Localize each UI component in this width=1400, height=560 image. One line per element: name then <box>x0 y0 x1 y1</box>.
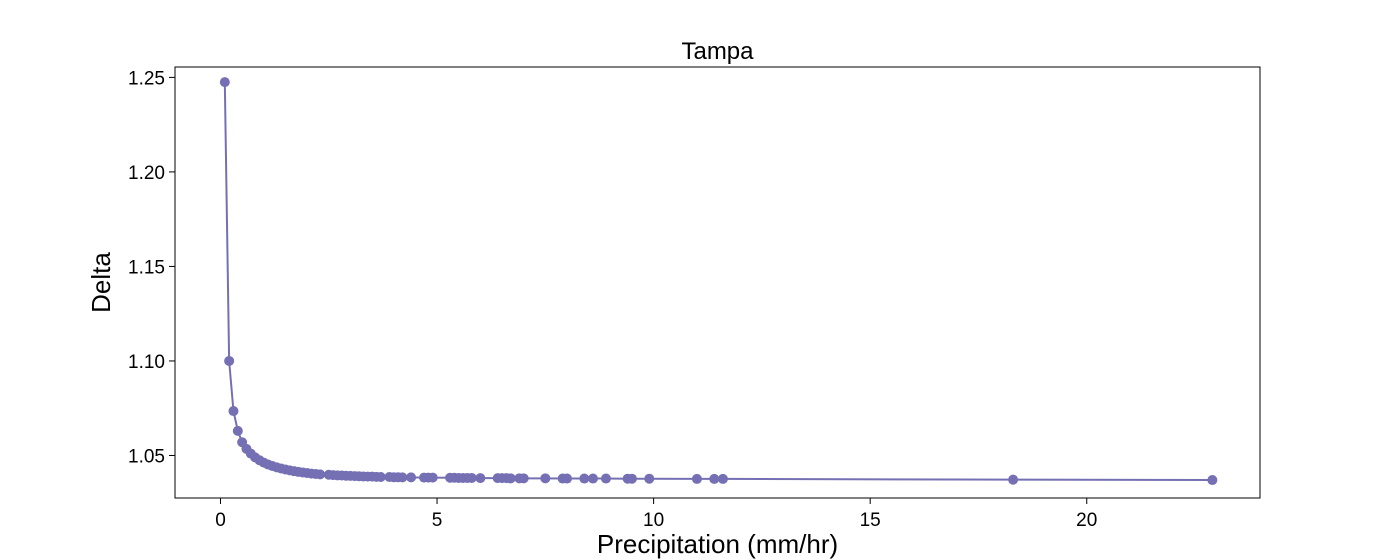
data-point <box>1207 475 1218 486</box>
data-point <box>219 77 230 88</box>
x-tick-label: 20 <box>1076 510 1097 531</box>
y-axis: 1.05 1.10 1.15 1.20 1.25 <box>128 68 175 467</box>
data-point <box>466 472 477 483</box>
data-point <box>228 406 239 417</box>
series-layer <box>219 77 1218 486</box>
data-point <box>232 425 243 436</box>
y-axis-title: Delta <box>86 252 116 313</box>
data-point <box>427 472 438 483</box>
x-tick-label: 15 <box>860 510 881 531</box>
x-tick-label: 5 <box>432 510 443 531</box>
data-point <box>717 473 728 484</box>
y-tick-label: 1.25 <box>128 68 165 89</box>
x-tick-label: 10 <box>643 510 664 531</box>
data-point <box>505 473 516 484</box>
plot-frame <box>174 66 1261 499</box>
data-point <box>691 473 702 484</box>
x-axis: 0 5 10 15 20 <box>215 498 1097 531</box>
data-point <box>224 355 235 366</box>
data-point <box>315 469 326 480</box>
data-point <box>1008 474 1019 485</box>
data-point <box>644 473 655 484</box>
data-point <box>600 473 611 484</box>
y-tick-label: 1.10 <box>128 352 165 373</box>
x-tick-label: 0 <box>215 510 226 531</box>
data-point <box>375 472 386 483</box>
data-point <box>518 473 529 484</box>
data-point <box>540 473 551 484</box>
data-point <box>579 473 590 484</box>
data-point <box>561 473 572 484</box>
data-point <box>626 473 637 484</box>
y-tick-label: 1.15 <box>128 257 165 278</box>
data-point <box>475 473 486 484</box>
y-tick-label: 1.05 <box>128 446 165 467</box>
y-tick-label: 1.20 <box>128 163 165 184</box>
data-point <box>397 472 408 483</box>
data-point <box>709 473 720 484</box>
x-axis-title: Precipitation (mm/hr) <box>597 529 838 559</box>
chart-title: Tampa <box>681 38 754 65</box>
data-point <box>587 473 598 484</box>
plot-area <box>175 67 1260 498</box>
data-point <box>406 472 417 483</box>
